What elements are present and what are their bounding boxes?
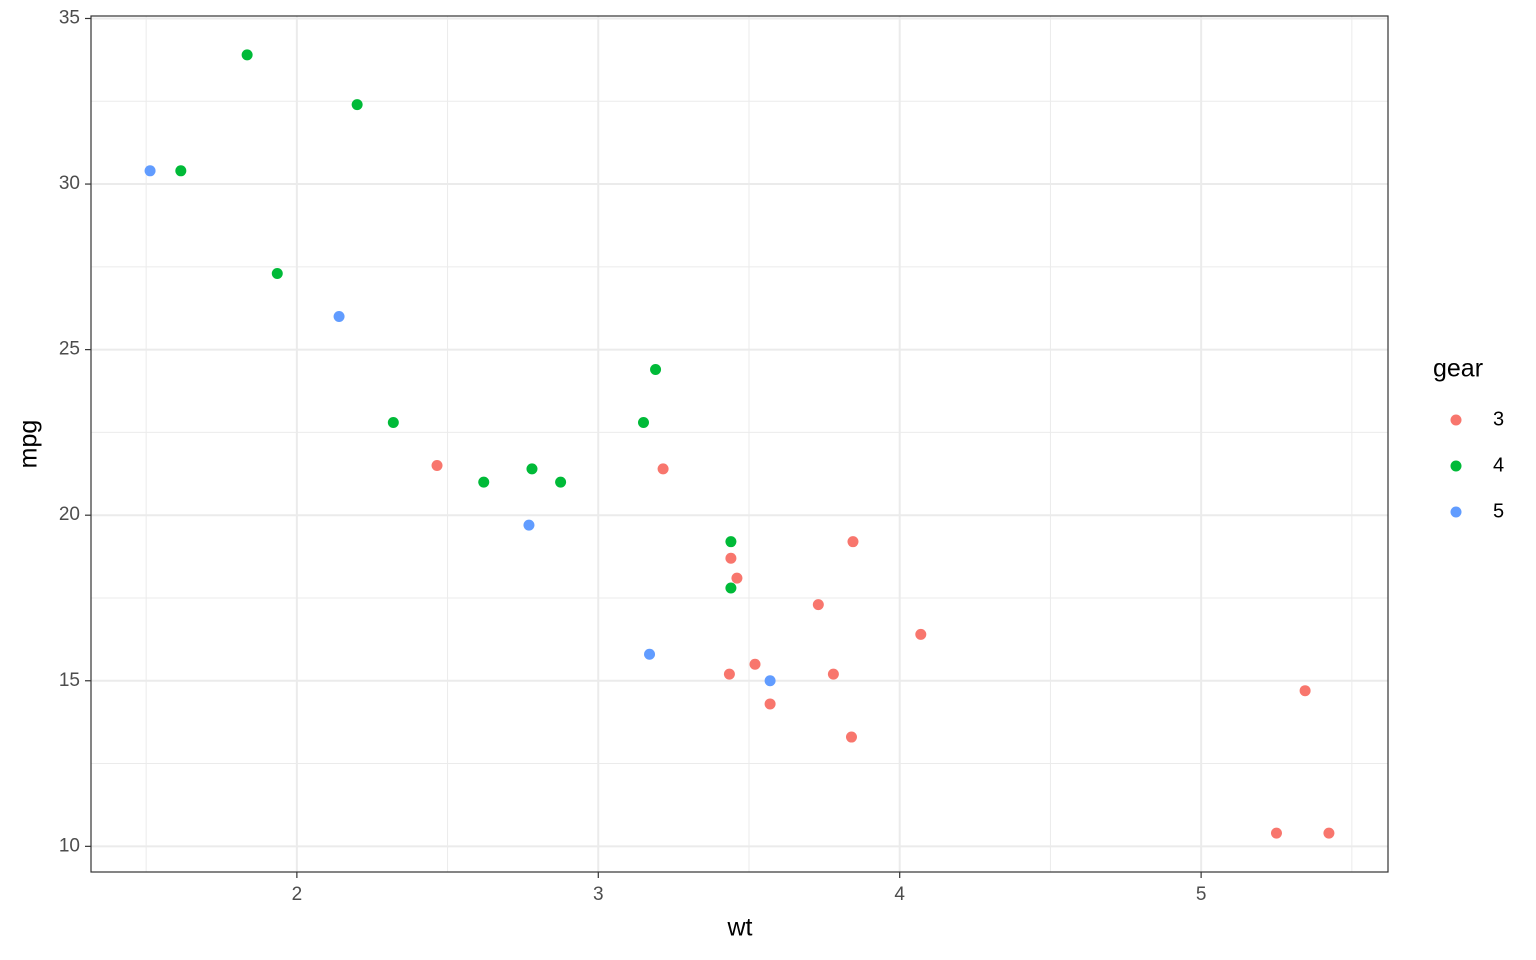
legend-title: gear [1433,355,1483,383]
point [731,572,743,584]
point [644,648,656,660]
point [827,668,839,680]
point [749,658,761,670]
point [725,536,737,548]
y-tick-label: 30 [59,173,80,194]
point [478,476,490,488]
x-tick-label: 2 [292,884,303,905]
point [657,463,669,475]
point [845,731,857,743]
point [351,99,363,111]
point [915,628,927,640]
point [764,675,776,687]
point [387,416,399,428]
point [1323,827,1335,839]
point [555,476,567,488]
x-tick-label: 5 [1196,884,1207,905]
y-tick-label: 25 [59,339,80,360]
point [431,460,443,472]
point [725,582,737,594]
point [723,668,735,680]
x-tick-label: 3 [593,884,604,905]
point [271,267,283,279]
point [650,363,662,375]
point [764,698,776,710]
point [333,311,345,323]
panel-border [90,15,1389,873]
legend-label: 3 [1493,408,1504,430]
point [523,519,535,531]
point [144,165,156,177]
legend-label: 5 [1493,500,1504,522]
legend-key [1450,460,1462,472]
x-tick-label: 4 [894,884,905,905]
y-axis-title: mpg [15,420,43,469]
point [526,463,538,475]
y-tick-label: 15 [59,670,80,691]
x-axis-title: wt [727,914,753,942]
y-tick-label: 20 [59,504,80,525]
panel-background [91,16,1388,872]
point [1270,827,1282,839]
point [847,536,859,548]
legend-label: 4 [1493,454,1504,476]
y-tick-label: 10 [59,835,80,856]
legend-key [1450,414,1462,426]
point [725,552,737,564]
point [175,165,187,177]
legend-key [1450,506,1462,518]
point [637,416,649,428]
point [1299,685,1311,697]
y-tick-label: 35 [59,7,80,28]
point [241,49,253,61]
point [812,599,824,611]
